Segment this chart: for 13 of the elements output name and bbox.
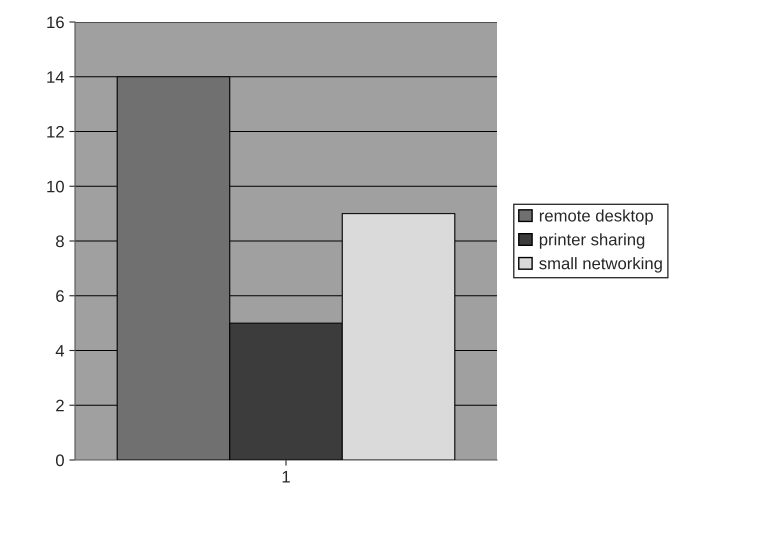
y-tick-label: 8 (56, 235, 64, 248)
legend-label: remote desktop (540, 209, 653, 225)
y-tick-label: 2 (56, 400, 64, 412)
legend-label: printer sharing (540, 233, 644, 249)
y-tick-label: 6 (56, 290, 64, 302)
y-tick-label: 16 (47, 16, 64, 28)
y-tick-label: 4 (56, 345, 64, 357)
y-tick-label: 0 (56, 454, 64, 466)
x-tick-label: 1 (282, 471, 290, 482)
legend-label: small networking (539, 257, 662, 273)
y-tick-label: 10 (47, 180, 64, 192)
y-tick-label: 14 (47, 71, 64, 83)
y-tick-label: 12 (47, 126, 64, 138)
